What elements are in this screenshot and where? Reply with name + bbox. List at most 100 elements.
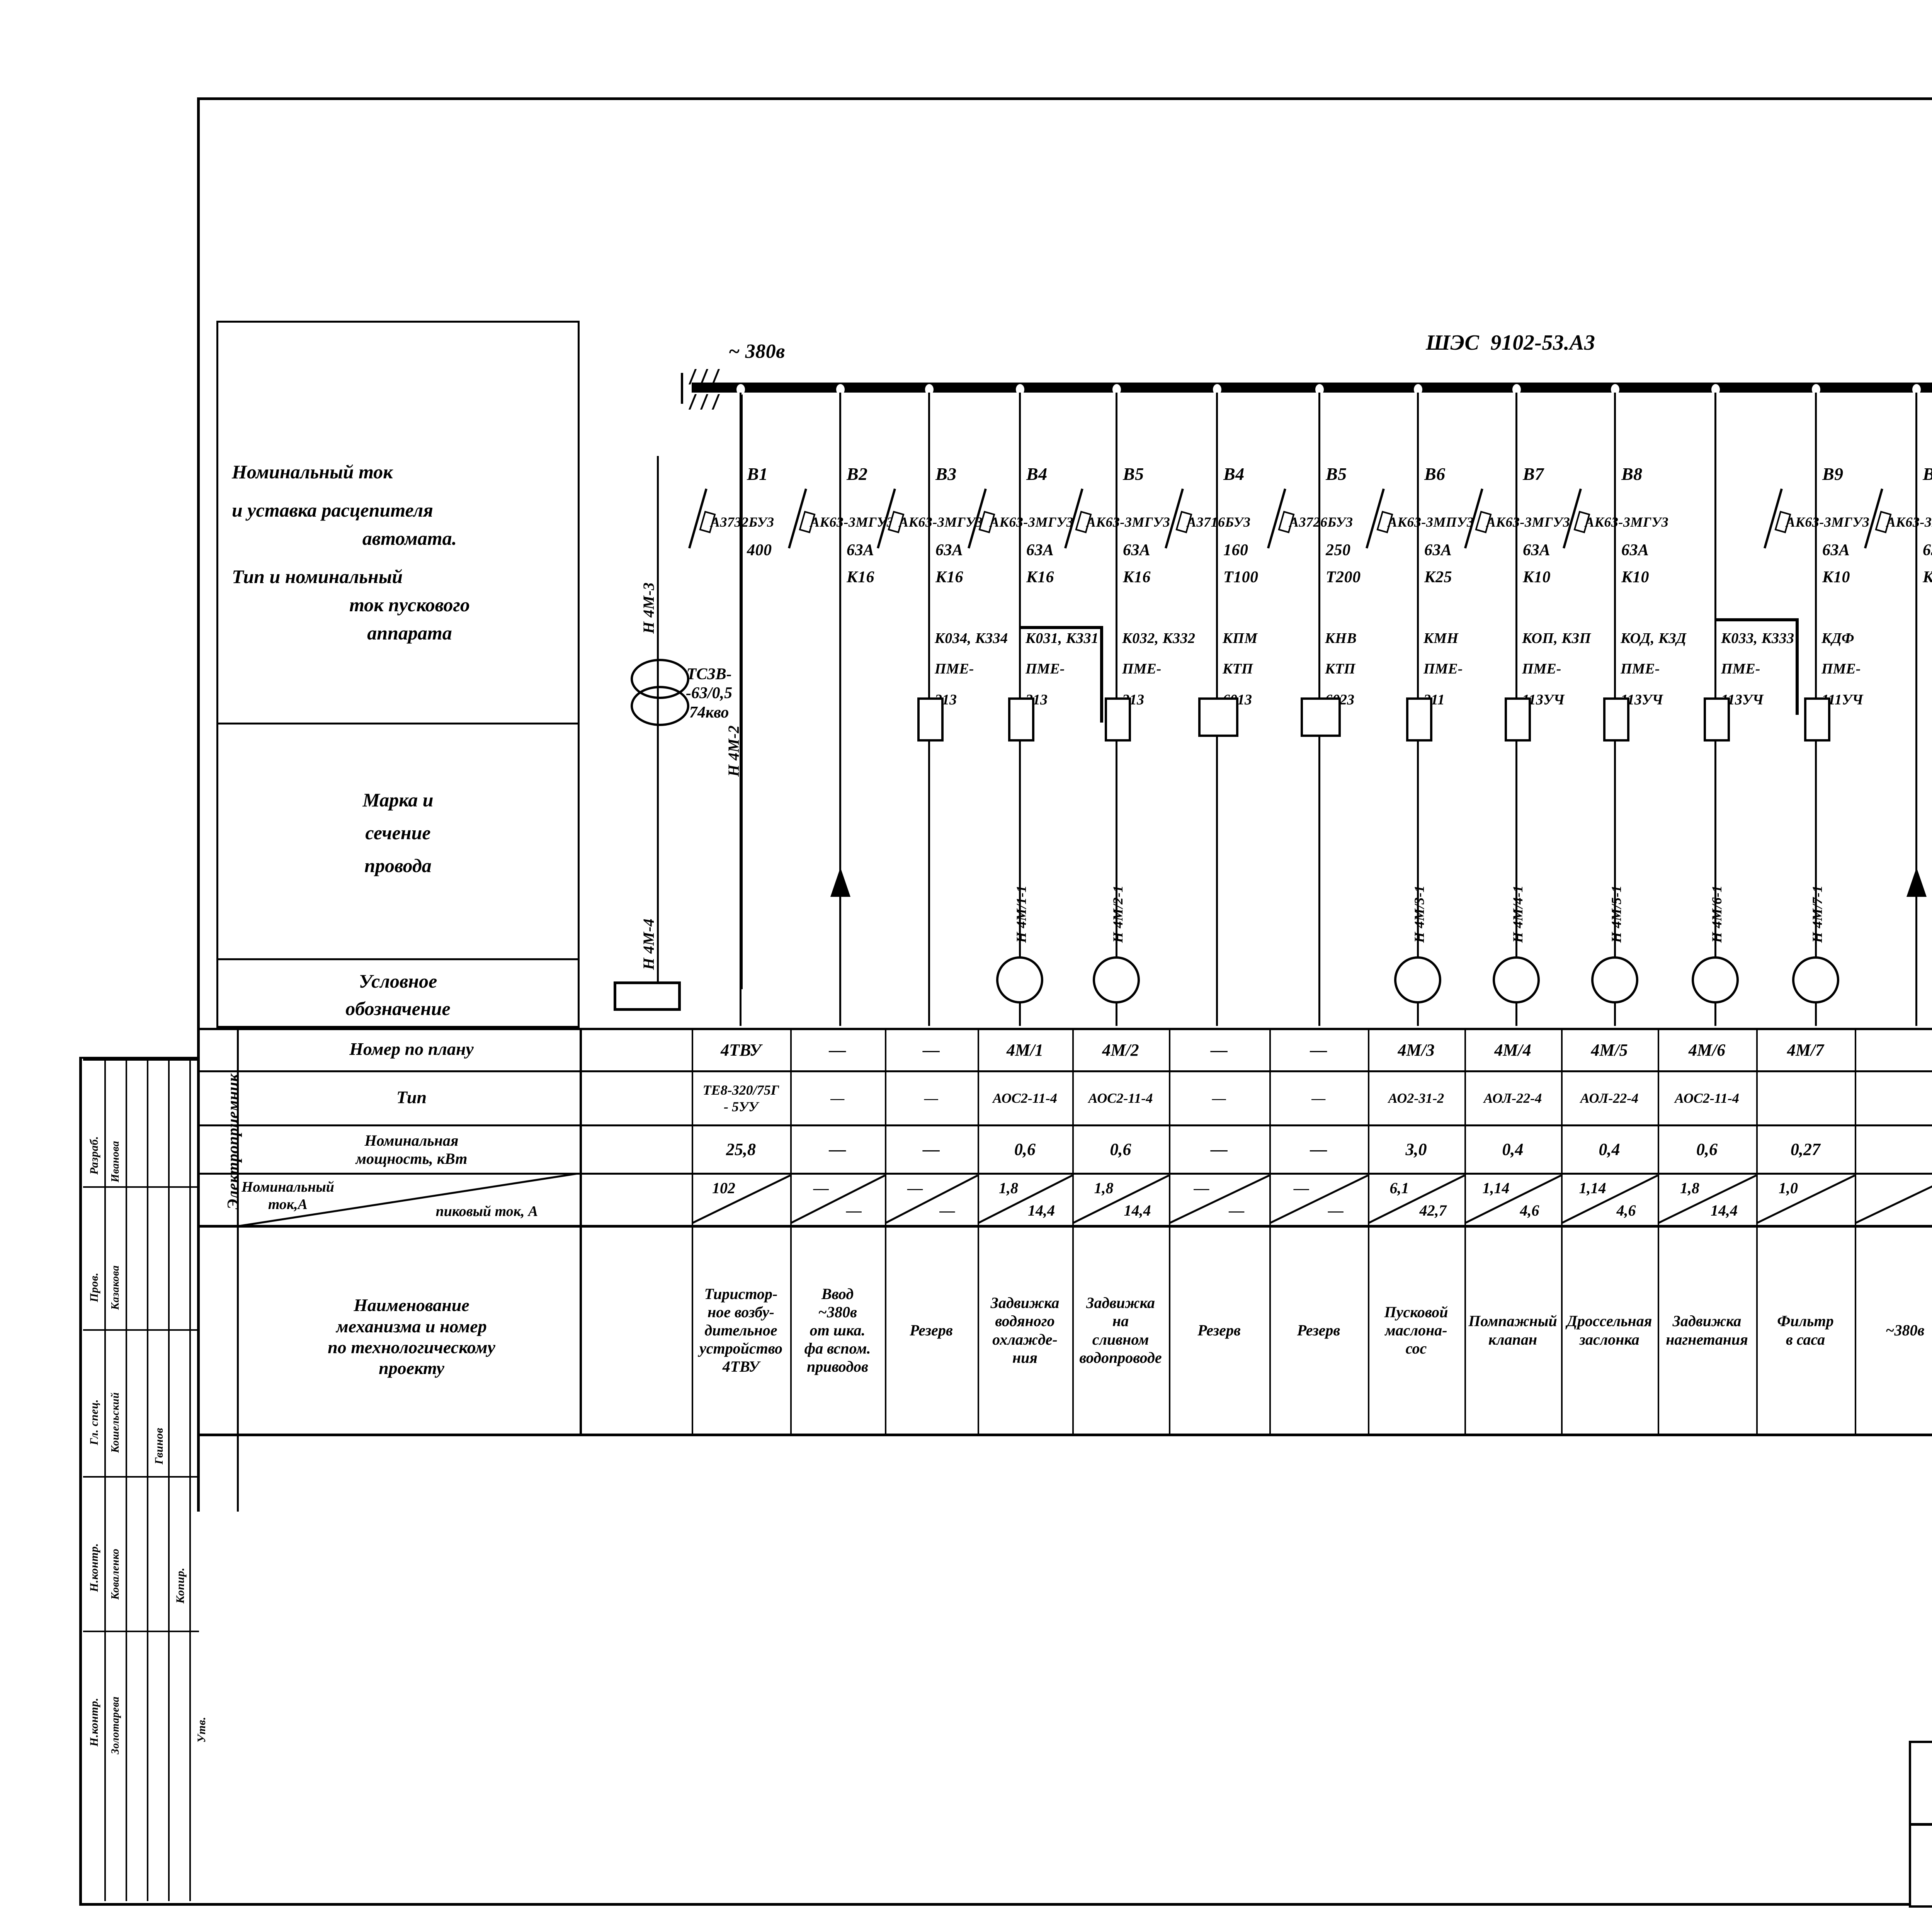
table-vrule-12 bbox=[1756, 1028, 1758, 1435]
breaker-setting-B8: К25 bbox=[1424, 568, 1452, 586]
table-cell-peak-B8: 42,7 bbox=[1419, 1202, 1447, 1219]
breaker-type-B10: АК63-3МГУ3 bbox=[1585, 514, 1669, 530]
starter-tag-B10: КОД, КЗД bbox=[1621, 630, 1687, 646]
busbar-incoming-marks bbox=[688, 369, 697, 384]
cable-label-B10: Н 4М/5-1 bbox=[1609, 885, 1624, 943]
breaker-rating-B12: 63А bbox=[1822, 541, 1850, 559]
bus-node bbox=[836, 384, 845, 395]
sig-name-1: Казакова bbox=[109, 1265, 121, 1310]
table-cell-peak-B10: 4,6 bbox=[1616, 1202, 1636, 1219]
breaker-setting-B12: К10 bbox=[1822, 568, 1850, 586]
starter-tag-B4: К031, К331 bbox=[1026, 630, 1099, 646]
table-cell-power-B8: 3,0 bbox=[1405, 1140, 1427, 1159]
busbar-incoming-marks bbox=[711, 394, 720, 410]
legend-cell-ratings: Номинальный ток и уставка расцепителя ав… bbox=[220, 417, 587, 688]
legend-line: провода bbox=[364, 854, 432, 876]
contactor-coil-B11 bbox=[1704, 697, 1730, 742]
breaker-setting-B6: Т100 bbox=[1223, 568, 1259, 586]
table-hrule-5 bbox=[197, 1434, 1932, 1436]
busbar-incoming-marks bbox=[681, 373, 683, 404]
breaker-type-B13: АК63-3МГУ3 bbox=[1886, 514, 1932, 530]
title-block-station-cell: КОМПРЕССОРНАЯ СТАНЦИЯ БК-250А bbox=[1911, 1826, 1932, 1906]
breaker-designation-B8: B6 bbox=[1424, 464, 1446, 484]
table-cell-power-B4: 0,6 bbox=[1014, 1140, 1036, 1159]
row-label-current: Номинальный ток,А bbox=[242, 1179, 334, 1213]
transformer-winding-bottom bbox=[631, 686, 689, 726]
contactor-coil-B7 bbox=[1301, 697, 1341, 737]
sig-right-col-1: Копир. bbox=[174, 1567, 187, 1604]
breaker-type-B7: А3726БУ3 bbox=[1289, 514, 1353, 530]
table-cell-type-B1: ТЕ8-320/75Г - 5УУ bbox=[702, 1082, 779, 1114]
table-vrule-13 bbox=[1855, 1028, 1856, 1435]
table-hrule-2 bbox=[197, 1124, 1932, 1126]
contactor-coil-B3 bbox=[917, 697, 944, 742]
table-cell-mechanism-B4: Задвижка водяного охлажде- ния bbox=[990, 1294, 1060, 1366]
starter-type-B11: ПМЕ- 113УЧ bbox=[1721, 661, 1764, 708]
contactor-coil-B8 bbox=[1406, 697, 1432, 742]
feeder-line-B13 bbox=[1915, 393, 1917, 1026]
arrow-up-symbol-B13 bbox=[1906, 867, 1927, 897]
breaker-designation-B3: B3 bbox=[935, 464, 957, 484]
breaker-setting-B9: К10 bbox=[1523, 568, 1551, 586]
breaker-designation-B9: B7 bbox=[1523, 464, 1544, 484]
bus-node bbox=[1711, 384, 1720, 395]
breaker-type-B1: A3732БУ3 bbox=[711, 514, 774, 530]
breaker-designation-B4: B4 bbox=[1026, 464, 1048, 484]
table-cell-mechanism-B3: Резерв bbox=[910, 1321, 953, 1339]
busbar-voltage-label: ~ 380в bbox=[728, 340, 785, 362]
table-cell-peak-B2: — bbox=[846, 1202, 862, 1219]
table-cell-power-B1: 25,8 bbox=[726, 1140, 756, 1159]
legend-line: и уставка расцепителя bbox=[232, 499, 433, 521]
contactor-coil-B9 bbox=[1505, 697, 1531, 742]
sig-col-rule-4 bbox=[168, 1059, 170, 1901]
table-cell-current-B1: 102 bbox=[712, 1179, 736, 1197]
bus-node bbox=[1812, 384, 1820, 395]
bus-node bbox=[1414, 384, 1422, 395]
breaker-rating-B2: 63А bbox=[847, 541, 874, 559]
breaker-setting-B2: К16 bbox=[847, 568, 874, 586]
breaker-rating-B5: 63А bbox=[1123, 541, 1151, 559]
bus-node bbox=[1112, 384, 1121, 395]
legend-line: сечение bbox=[365, 821, 431, 844]
bus-node bbox=[1611, 384, 1619, 395]
row-label-mechanism: Наименование механизма и номер по технол… bbox=[328, 1295, 495, 1378]
breaker-rating-B6: 160 bbox=[1223, 541, 1248, 559]
starter-bracket-1 bbox=[1716, 618, 1799, 621]
table-cell-type-B11: АОС2-11-4 bbox=[1675, 1090, 1739, 1106]
table-cell-type-B4: АОС2-11-4 bbox=[993, 1090, 1057, 1106]
legend-box-left bbox=[216, 321, 218, 1028]
frame-left-stub bbox=[79, 1057, 199, 1059]
table-cell-diagonal-B11 bbox=[1658, 1175, 1756, 1224]
table-cell-current-B10: 1,14 bbox=[1579, 1179, 1606, 1197]
table-cell-current-B6: — bbox=[1194, 1179, 1209, 1197]
frame-top bbox=[197, 97, 1932, 100]
legend-line: Условное bbox=[359, 970, 437, 992]
frame-left bbox=[197, 97, 200, 1512]
table-cell-power-B3: — bbox=[923, 1140, 940, 1159]
bus-node bbox=[736, 384, 745, 395]
starter-type-B3: ПМЕ- 213 bbox=[935, 661, 974, 708]
legend-divider-2 bbox=[216, 958, 580, 960]
table-cell-type-B6: — bbox=[1212, 1090, 1226, 1106]
sig-right-col-2: Утв. bbox=[195, 1716, 208, 1743]
motor-symbol-B5 bbox=[1093, 956, 1140, 1003]
bus-node bbox=[1016, 384, 1024, 395]
motor-symbol-B8 bbox=[1394, 956, 1441, 1003]
table-cell-type-B8: АО2-31-2 bbox=[1388, 1090, 1444, 1106]
table-cell-plan-no-B9: 4М/4 bbox=[1494, 1040, 1531, 1060]
table-cell-type-B5: АОС2-11-4 bbox=[1088, 1090, 1153, 1106]
table-cell-plan-no-B8: 4М/3 bbox=[1398, 1040, 1435, 1060]
title-block: ГИПРОСТРОЙДОРМАШ г.Ростов-на-Дону 1976г.… bbox=[1909, 1741, 1932, 1908]
breaker-setting-B4: К16 bbox=[1026, 568, 1054, 586]
table-cell-diagonal-B4 bbox=[978, 1175, 1072, 1224]
table-cell-current-B4: 1,8 bbox=[998, 1179, 1018, 1197]
starter-type-B5: ПМЕ- 213 bbox=[1122, 661, 1162, 708]
table-cell-mechanism-B6: Резерв bbox=[1197, 1321, 1241, 1339]
table-cell-plan-no-B6: — bbox=[1211, 1040, 1228, 1060]
starter-tag-B6: КПМ bbox=[1223, 630, 1258, 646]
motor-symbol-B11 bbox=[1692, 956, 1739, 1003]
table-cell-type-B7: — bbox=[1311, 1090, 1326, 1106]
breaker-designation-B6: B4 bbox=[1223, 464, 1245, 484]
breaker-type-B3: АК63-3МГУ3 bbox=[899, 514, 983, 530]
